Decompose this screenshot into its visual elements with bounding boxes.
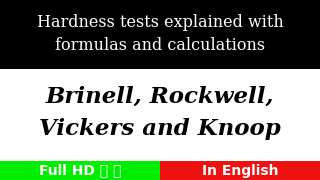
Bar <box>0 69 320 161</box>
Bar <box>0 0 320 69</box>
Bar <box>160 161 320 180</box>
Text: Full HD 🔥 🔥: Full HD 🔥 🔥 <box>39 164 121 177</box>
Text: Vickers and Knoop: Vickers and Knoop <box>39 118 281 140</box>
Bar <box>0 161 160 180</box>
Text: In English: In English <box>202 164 278 177</box>
Text: Hardness tests explained with: Hardness tests explained with <box>36 14 284 31</box>
Text: formulas and calculations: formulas and calculations <box>55 37 265 54</box>
Text: Brinell, Rockwell,: Brinell, Rockwell, <box>46 86 274 108</box>
